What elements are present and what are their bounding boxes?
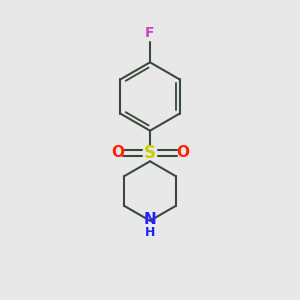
Text: H: H (145, 226, 155, 238)
Text: O: O (111, 146, 124, 160)
Text: S: S (144, 144, 156, 162)
Text: N: N (144, 212, 156, 227)
Text: O: O (176, 146, 189, 160)
Text: F: F (145, 26, 155, 40)
